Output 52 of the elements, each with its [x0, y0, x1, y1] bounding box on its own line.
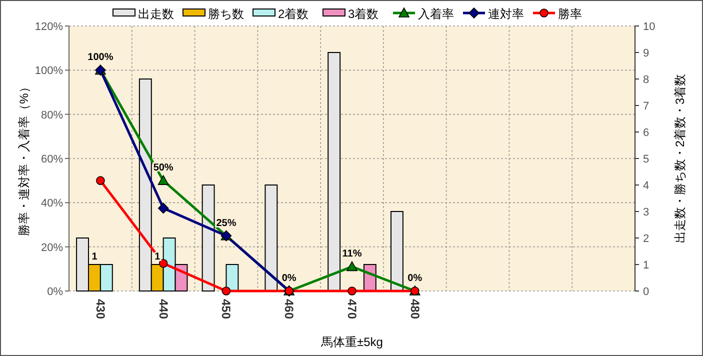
y2-tick-label: 10: [643, 21, 656, 33]
x-axis-title: 馬体重±5kg: [320, 335, 383, 349]
point: [346, 261, 358, 272]
y2-axis-title: 出走数・勝ち数・2着数・3着数: [673, 74, 687, 244]
y-tick-label: 20%: [40, 242, 64, 254]
y2-tick-label: 8: [643, 74, 650, 86]
point: [158, 202, 169, 214]
y-tick-label: 60%: [40, 154, 64, 166]
point: [348, 286, 356, 296]
x-tick-label: 480: [408, 299, 422, 320]
y-tick-label: 120%: [34, 21, 64, 33]
y2-tick-label: 4: [643, 180, 650, 192]
x-tick-label: 470: [345, 299, 359, 320]
y-tick-label: 40%: [40, 198, 64, 210]
x-tick-label: 440: [156, 299, 170, 320]
data-label: 25%: [216, 218, 236, 229]
y-tick-label: 80%: [40, 109, 64, 122]
x-tick-label: 460: [282, 299, 296, 320]
legend-label: 2着数: [278, 7, 309, 21]
y2-tick-label: 5: [643, 154, 650, 166]
legend-label: 勝ち数: [208, 7, 244, 21]
point: [222, 286, 231, 296]
bar: [226, 264, 239, 292]
y2-tick-label: 2: [643, 233, 650, 245]
data-label: 1: [92, 252, 98, 262]
point: [158, 175, 169, 185]
y-tick-label: 100%: [34, 65, 64, 78]
legend-label: 出走数: [138, 7, 174, 21]
y2-tick-label: 7: [643, 100, 650, 112]
legend-label: 3着数: [348, 7, 379, 21]
y-axis-title: 勝率・連対率・入着率（%）: [17, 81, 31, 236]
y2-tick-label: 3: [643, 206, 650, 218]
data-label: 100%: [88, 52, 114, 64]
y2-tick-label: 0: [643, 286, 650, 298]
data-label: 0%: [282, 273, 296, 284]
legend-label: 勝率: [558, 7, 582, 21]
x-tick-label: 430: [93, 299, 108, 320]
bar: [390, 211, 404, 292]
y-tick-label: 0%: [47, 286, 64, 298]
x-tick-label: 450: [219, 299, 234, 320]
legend-label: 入着率: [418, 7, 454, 21]
bar: [202, 184, 215, 292]
data-label: 11%: [342, 248, 362, 260]
y2-tick-label: 6: [643, 127, 650, 139]
bar: [264, 184, 278, 292]
legend-label: 連対率: [488, 7, 524, 21]
point: [158, 258, 168, 268]
point: [96, 176, 105, 185]
y2-tick-label: 9: [643, 48, 650, 60]
y2-tick-label: 1: [643, 260, 650, 272]
bar: [328, 52, 341, 292]
data-label: 0%: [408, 273, 422, 284]
